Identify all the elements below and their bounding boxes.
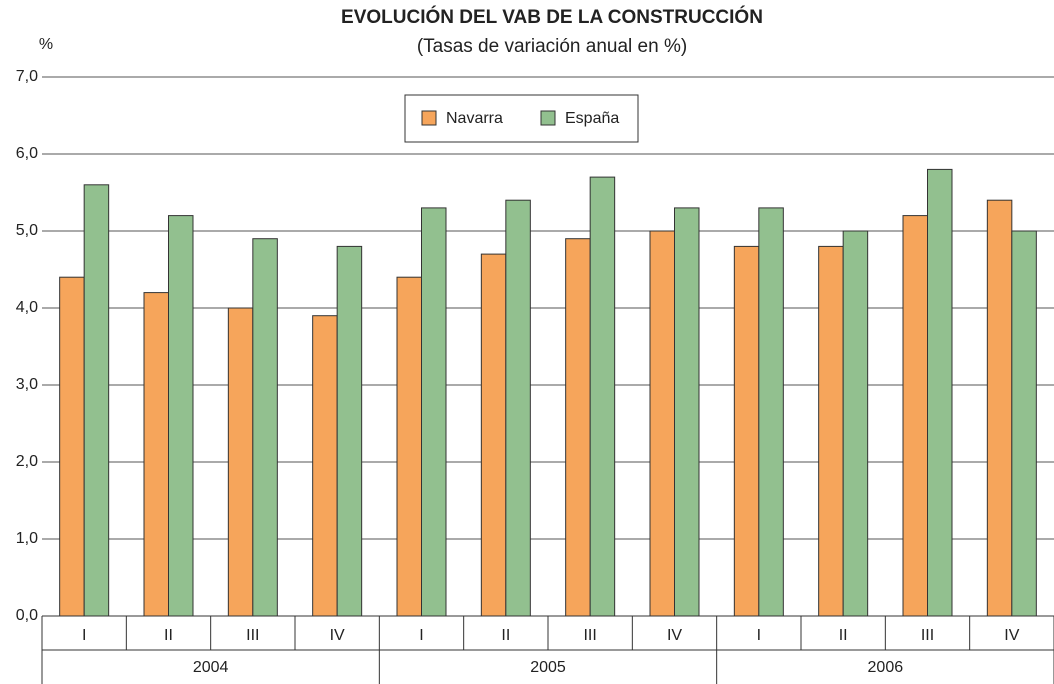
y-axis-label: % [39,36,53,53]
x-tick-label: I [82,627,86,644]
x-tick-label: III [246,627,259,644]
x-tick-label: IV [667,627,682,644]
y-tick-label: 5,0 [16,222,38,239]
bar [143,292,169,617]
y-tick-label: 1,0 [16,530,38,547]
legend-box [404,94,639,143]
group-label: 2004 [193,659,229,676]
legend-label: Navarra [446,110,503,127]
bar [168,215,194,617]
bar [421,207,447,617]
bar [252,238,278,617]
bar [986,199,1013,617]
bar [758,207,784,617]
bar [59,276,85,617]
x-tick-label: I [757,627,761,644]
y-tick-label: 6,0 [16,145,38,162]
y-tick-label: 0,0 [16,607,38,624]
legend-swatch [540,110,556,126]
bar [312,315,338,617]
x-tick-label: III [583,627,596,644]
y-tick-label: 3,0 [16,376,38,393]
x-tick-label: II [164,627,173,644]
bar [83,184,110,617]
bar [1011,230,1037,617]
bar [396,276,422,617]
bar [589,176,616,617]
bar [227,307,254,617]
group-label: 2006 [868,659,904,676]
x-tick-label: I [419,627,423,644]
bar [818,245,844,617]
chart-title: EVOLUCIÓN DEL VAB DE LA CONSTRUCCIÓN [341,6,763,28]
bar [733,245,760,617]
bar [565,238,591,617]
x-tick-label: II [839,627,848,644]
bar [842,230,869,617]
y-tick-label: 7,0 [16,68,38,85]
legend-label: España [565,110,619,127]
x-tick-label: IV [1004,627,1019,644]
group-label: 2005 [530,659,566,676]
y-tick-label: 4,0 [16,299,38,316]
bar [927,168,953,617]
x-tick-label: III [921,627,934,644]
x-tick-label: IV [330,627,345,644]
chart-subtitle: (Tasas de variación anual en %) [417,36,687,57]
bar [336,245,363,617]
bar [649,230,675,617]
y-tick-label: 2,0 [16,453,38,470]
bar [505,199,531,617]
bar [480,253,507,617]
bar [902,215,928,617]
bar [674,207,700,617]
legend-swatch [421,110,437,126]
x-tick-label: II [501,627,510,644]
